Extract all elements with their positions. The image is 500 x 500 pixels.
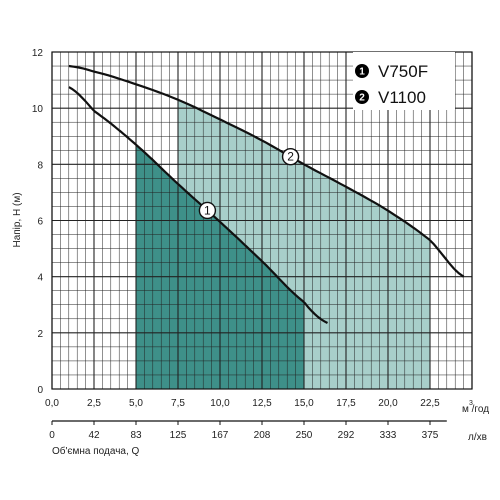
legend-label-2: V1100	[378, 88, 426, 107]
legend-entry-2: 2 V1100	[355, 88, 426, 107]
legend: 1 V750F 2 V1100	[353, 52, 455, 110]
x-tick-label-primary: 20,0	[378, 398, 398, 409]
curve-tag-2-text: 2	[287, 150, 294, 164]
x-tick-label-secondary: 333	[380, 430, 397, 441]
x-tick-label-primary: 12,5	[252, 398, 272, 409]
x-tick-label-secondary: 42	[88, 430, 100, 441]
curve-tag-2	[281, 148, 300, 166]
legend-label-1: V750F	[378, 62, 428, 81]
series-line-V750F	[68, 86, 329, 324]
x-tick-label-primary: 0,0	[45, 398, 59, 409]
y-tick-label: 8	[37, 160, 43, 171]
legend-badge-1	[355, 64, 369, 78]
x-tick-label-secondary: 250	[296, 430, 313, 441]
legend-badge-2	[355, 90, 369, 104]
x-tick-label-secondary: 83	[130, 430, 142, 441]
legend-entry-1: 1 V750F	[355, 62, 428, 81]
x-unit-primary-text: м /год	[462, 404, 489, 415]
x-axis-label: Об'ємна подача, Q	[52, 445, 140, 457]
legend-badge-2-text: 2	[359, 93, 365, 104]
legend-box	[353, 52, 455, 110]
curve-tag-1-text: 1	[204, 203, 211, 217]
x-tick-label-primary: 5,0	[129, 398, 143, 409]
x-unit-primary: м /год 3	[462, 400, 489, 415]
x-tick-label-primary: 17,5	[336, 398, 356, 409]
legend-badge-1-text: 1	[359, 67, 365, 78]
x-unit-secondary: л/хв	[468, 432, 487, 443]
x-tick-label-primary: 10,0	[210, 398, 230, 409]
x-tick-label-secondary: 375	[422, 430, 439, 441]
y-tick-label: 10	[32, 104, 44, 115]
x-tick-label-secondary: 0	[49, 430, 55, 441]
curves: 12	[68, 64, 465, 324]
series-line-V1100	[68, 64, 465, 278]
curve-tag-1	[198, 201, 217, 220]
x-tick-label-primary: 7,5	[171, 398, 185, 409]
x-tick-label-secondary: 167	[212, 430, 229, 441]
y-tick-label: 6	[37, 217, 43, 228]
y-axis-label: Напір, H (м)	[12, 192, 23, 247]
x-tick-label-primary: 15,0	[294, 398, 314, 409]
x-tick-label-primary: 22,5	[420, 398, 440, 409]
plot-frame	[51, 51, 473, 390]
y-tick-label: 0	[37, 385, 43, 396]
x-tick-label-secondary: 125	[170, 430, 187, 441]
x-unit-primary-superscript: 3	[469, 400, 473, 407]
y-tick-label: 12	[32, 48, 44, 59]
x-tick-label-secondary: 292	[338, 430, 355, 441]
operating-range-fills	[136, 99, 430, 389]
y-tick-label: 4	[37, 273, 43, 284]
x-tick-label-primary: 2,5	[87, 398, 101, 409]
y-tick-label: 2	[37, 329, 43, 340]
x-tick-label-secondary: 208	[254, 430, 271, 441]
